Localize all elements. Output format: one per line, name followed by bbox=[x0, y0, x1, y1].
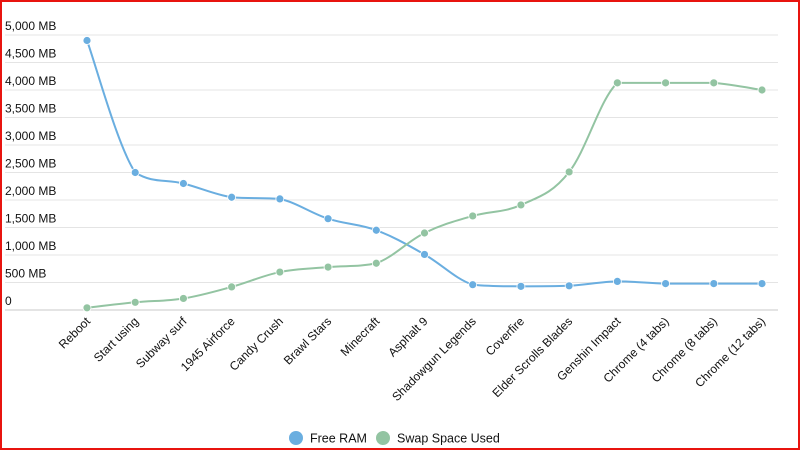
y-tick-label: 4,500 MB bbox=[5, 47, 56, 61]
data-point bbox=[612, 78, 622, 88]
x-tick-label: Shadowgun Legends bbox=[389, 314, 479, 404]
data-point bbox=[275, 267, 285, 277]
y-tick-label: 3,500 MB bbox=[5, 102, 56, 116]
series-line bbox=[86, 40, 762, 288]
data-point bbox=[420, 228, 429, 238]
x-tick-label: Elder Scrolls Blades bbox=[489, 314, 575, 400]
data-point bbox=[564, 167, 574, 177]
data-point bbox=[661, 279, 670, 289]
data-point bbox=[516, 281, 526, 291]
y-tick-label: 2,500 MB bbox=[5, 157, 56, 171]
data-point bbox=[757, 85, 767, 95]
data-point bbox=[468, 280, 478, 290]
legend-label: Swap Space Used bbox=[397, 432, 500, 446]
y-tick-label: 4,000 MB bbox=[5, 74, 56, 88]
x-tick-label: Brawl Stars bbox=[281, 314, 334, 367]
data-point bbox=[371, 225, 381, 235]
data-point bbox=[179, 294, 188, 303]
data-point bbox=[179, 179, 188, 188]
y-tick-label: 0 bbox=[5, 294, 12, 308]
series-line bbox=[86, 81, 763, 309]
y-tick-label: 5,000 MB bbox=[5, 19, 56, 33]
data-point bbox=[82, 303, 92, 313]
data-point bbox=[227, 192, 237, 202]
data-point bbox=[661, 78, 670, 88]
data-point bbox=[709, 78, 719, 88]
x-tick-label: Minecraft bbox=[338, 314, 383, 359]
legend-swatch bbox=[376, 431, 390, 445]
data-point bbox=[82, 36, 92, 45]
x-tick-label: Asphalt 9 bbox=[385, 314, 431, 360]
y-tick-label: 1,000 MB bbox=[5, 239, 56, 253]
y-tick-label: 2,000 MB bbox=[5, 184, 56, 198]
series-points bbox=[82, 36, 767, 313]
gridlines bbox=[5, 34, 778, 311]
data-point bbox=[227, 282, 237, 292]
data-point bbox=[420, 250, 429, 259]
y-tick-label: 500 MB bbox=[5, 267, 46, 281]
data-point bbox=[275, 194, 285, 204]
x-tick-label: Coverfire bbox=[483, 314, 528, 359]
series-lines bbox=[86, 40, 763, 309]
data-point bbox=[468, 211, 478, 221]
data-point bbox=[323, 214, 333, 224]
data-point bbox=[516, 200, 526, 210]
data-point bbox=[757, 279, 767, 289]
data-point bbox=[709, 279, 719, 289]
x-tick-label: Start using bbox=[91, 314, 141, 364]
data-point bbox=[612, 276, 622, 286]
y-tick-label: 1,500 MB bbox=[5, 212, 56, 226]
data-point bbox=[564, 281, 574, 291]
data-point bbox=[371, 258, 381, 268]
y-axis-ticks: 0 500 MB 1,000 MB 1,500 MB 2,000 MB 2,500 MB 3… bbox=[5, 19, 56, 308]
legend-label: Free RAM bbox=[310, 432, 367, 446]
x-tick-label: Reboot bbox=[56, 314, 94, 352]
data-point bbox=[130, 297, 140, 307]
y-tick-label: 3,000 MB bbox=[5, 129, 56, 143]
data-point bbox=[130, 168, 140, 177]
legend: Free RAM Swap Space Used bbox=[289, 431, 500, 446]
legend-swatch bbox=[289, 431, 303, 445]
data-point bbox=[323, 262, 333, 272]
